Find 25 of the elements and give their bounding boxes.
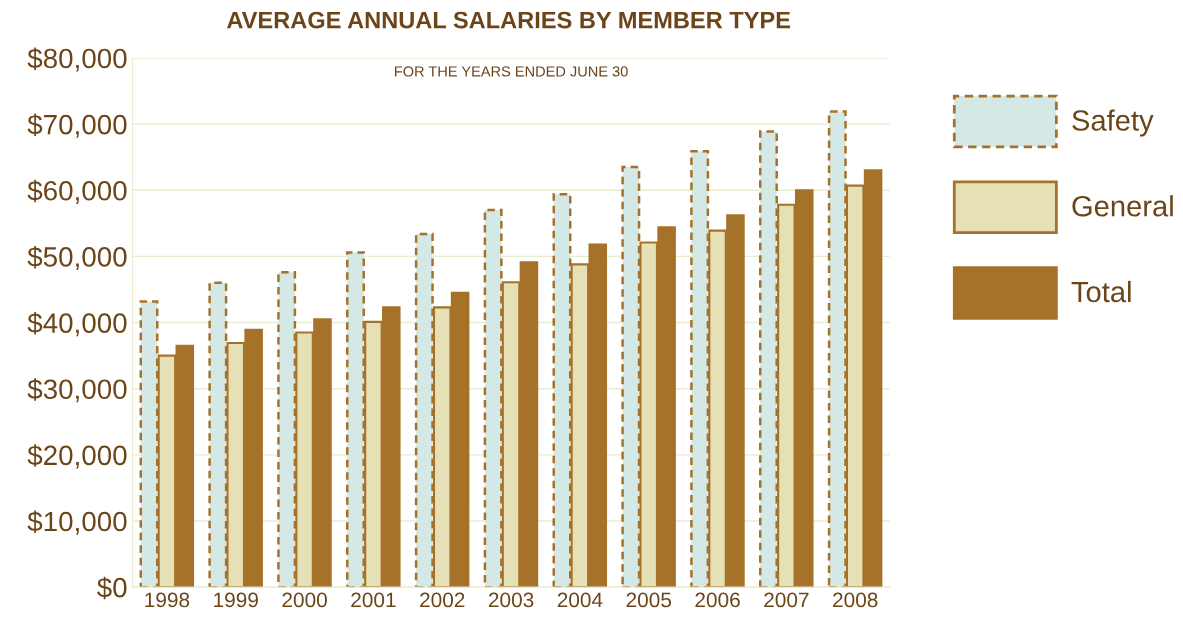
legend-label: Total [1071, 280, 1131, 303]
y-tick-label: $20,000 [27, 444, 127, 469]
y-tick-label: $70,000 [27, 113, 127, 138]
x-tick-label: 2000 [282, 592, 327, 608]
chart-subtitle: FOR THE YEARS ENDED JUNE 30 [395, 66, 628, 77]
y-tick-label: $50,000 [27, 245, 127, 271]
y-tick-label: $10,000 [27, 510, 127, 535]
x-tick-label: 2005 [626, 592, 672, 608]
x-tick-label: 2006 [695, 592, 740, 608]
y-tick-label: $30,000 [27, 378, 127, 403]
x-tick-label: 2004 [557, 592, 603, 608]
y-tick-label: $80,000 [27, 47, 127, 72]
y-tick-label: $40,000 [27, 312, 127, 337]
x-tick-label: 2007 [764, 592, 809, 608]
x-tick-label: 2001 [351, 592, 396, 608]
x-tick-label: 2008 [833, 592, 878, 608]
x-tick-label: 1999 [214, 592, 258, 608]
y-tick-label: $60,000 [27, 179, 127, 204]
x-tick-label: 1998 [145, 592, 190, 608]
legend-label: General [1072, 195, 1173, 217]
x-tick-label: 2002 [420, 592, 465, 608]
legend-label: Safety [1072, 109, 1154, 137]
y-tick-label: $0 [97, 576, 127, 600]
chart-title: AVERAGE ANNUAL SALARIES BY MEMBER TYPE [226, 11, 791, 29]
x-tick-label: 2003 [488, 592, 534, 608]
